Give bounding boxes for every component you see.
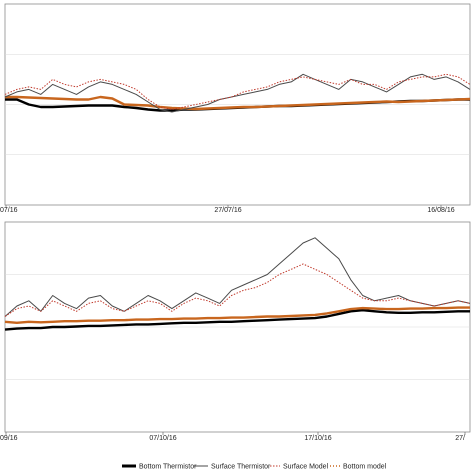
series-line-bottom-thermistor bbox=[4, 309, 470, 331]
series-line-surface-model bbox=[4, 73, 471, 110]
x-tick-label: 17/10/16 bbox=[304, 435, 331, 442]
legend-label: Bottom Thermistor bbox=[139, 464, 197, 471]
legend-label: Surface Thermistor bbox=[211, 464, 271, 471]
series-line-surface-thermistor bbox=[4, 73, 471, 113]
x-tick-label: 07/10/16 bbox=[149, 435, 176, 442]
legend-label: Bottom model bbox=[343, 464, 387, 471]
legend-item: Surface Model bbox=[270, 464, 329, 471]
series-line-surface-model bbox=[4, 263, 471, 317]
x-tick-label: 27/07/16 bbox=[214, 207, 241, 214]
series-line-bottom-model bbox=[4, 306, 470, 324]
legend: Bottom Thermistor Surface Thermistor Surfa… bbox=[122, 464, 387, 471]
legend-item: Bottom model bbox=[330, 464, 387, 471]
legend-item: Bottom Thermistor bbox=[122, 464, 197, 471]
legend-item: Surface Thermistor bbox=[194, 464, 271, 471]
x-tick-label: 27/ bbox=[455, 435, 465, 442]
series-line-bottom-model bbox=[5, 95, 471, 111]
chart-panel-2: 09/16 07/10/16 17/10/16 27/ bbox=[0, 221, 471, 442]
x-tick-label: 16/08/16 bbox=[427, 207, 454, 214]
chart-panel-1: 07/16 27/07/16 16/08/16 bbox=[0, 3, 471, 214]
series-line-surface-thermistor bbox=[4, 237, 471, 317]
x-tick-label: 09/16 bbox=[0, 435, 18, 442]
legend-label: Surface Model bbox=[283, 464, 329, 471]
x-tick-label: 07/16 bbox=[0, 207, 18, 214]
